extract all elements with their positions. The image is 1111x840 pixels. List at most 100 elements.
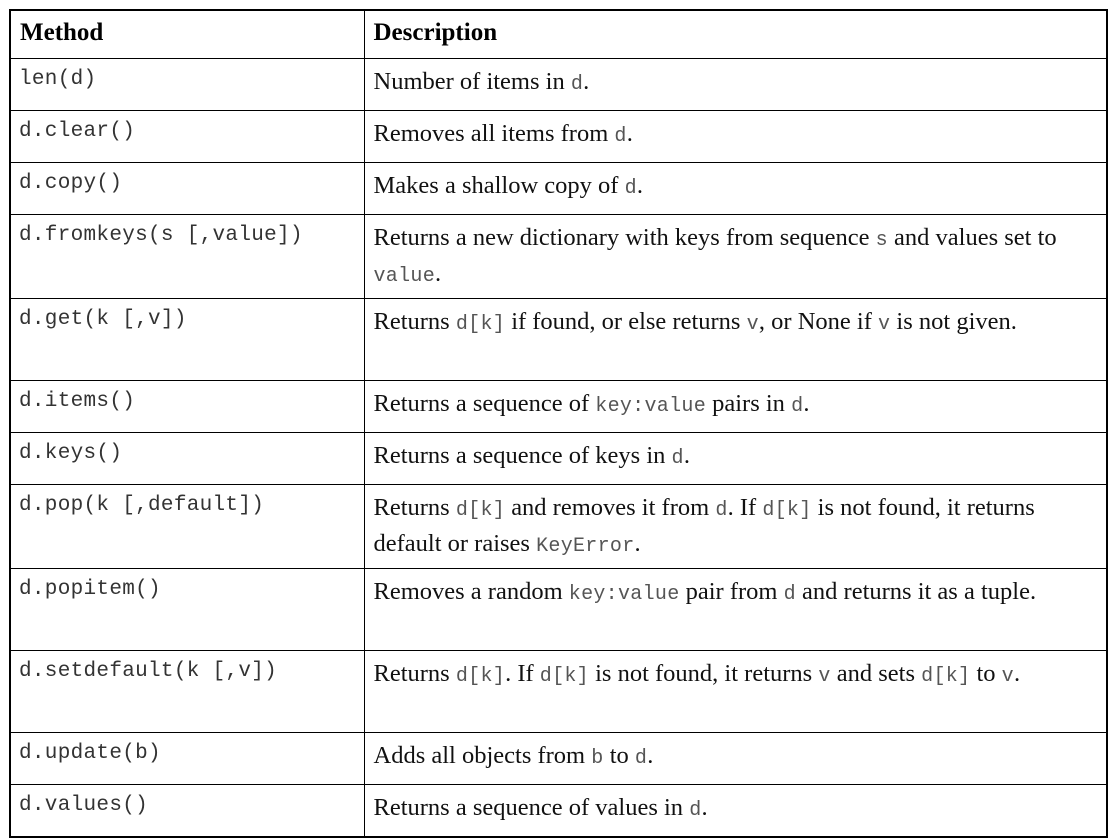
method-description: Returns d[k] and removes it from d. If d… (363, 484, 1108, 569)
inline-code: d (570, 73, 584, 96)
description-text: Returns a sequence of values in (373, 794, 690, 821)
method-column-header: Method (9, 9, 365, 59)
inline-code: s (875, 229, 888, 252)
description-text: . (1013, 660, 1021, 687)
inline-code: d (783, 583, 796, 606)
inline-code: v (818, 665, 831, 688)
description-text: . (636, 172, 644, 199)
description-text: Returns a new dictionary with keys from … (373, 224, 876, 251)
description-text: pairs in (706, 390, 792, 417)
table-row: d.clear() Removes all items from d. (9, 110, 1108, 163)
method-signature: len(d) (9, 58, 365, 111)
inline-code: d (634, 747, 648, 770)
inline-code: d[k] (762, 499, 812, 522)
description-text: . (626, 120, 633, 147)
inline-code: d (624, 177, 637, 200)
description-text: to (970, 660, 1002, 687)
description-text: . (647, 742, 654, 769)
method-signature: d.clear() (9, 110, 365, 163)
description-text: Returns (373, 308, 456, 335)
inline-code: d (715, 499, 728, 522)
method-description: Returns d[k]. If d[k] is not found, it r… (363, 650, 1108, 733)
table-row: d.keys() Returns a sequence of keys in d. (9, 432, 1108, 485)
description-text: Returns a sequence of (373, 390, 596, 417)
description-column-header: Description (363, 9, 1108, 59)
table-row: d.fromkeys(s [,value]) Returns a new dict… (9, 214, 1108, 299)
description-text: , or None if (758, 308, 878, 335)
inline-code: d[k] (455, 313, 506, 336)
table-row: d.popitem() Removes a random key:value pa… (9, 568, 1108, 651)
method-description: Makes a shallow copy of d. (363, 162, 1108, 215)
method-description: Returns a new dictionary with keys from … (363, 214, 1108, 299)
method-signature: d.update(b) (9, 732, 365, 785)
method-description: Removes a random key:value pair from d a… (363, 568, 1108, 651)
method-signature: d.keys() (9, 432, 365, 485)
method-description: Adds all objects from b to d. (363, 732, 1108, 785)
method-signature: d.get(k [,v]) (9, 298, 365, 381)
method-description: Returns a sequence of values in d. (363, 784, 1108, 837)
description-text: Returns (373, 494, 456, 521)
table-row: d.get(k [,v]) Returns d[k] if found, or e… (9, 298, 1108, 381)
method-signature: d.popitem() (9, 568, 365, 651)
table-row: d.setdefault(k [,v]) Returns d[k]. If d[k… (9, 650, 1108, 733)
description-text: pair from (679, 578, 784, 605)
description-text: Adds all objects from (373, 742, 592, 769)
description-text: Number of items in (373, 68, 571, 95)
description-text: if found, or else returns (505, 308, 747, 335)
inline-code: d[k] (921, 665, 971, 688)
description-text: is not found, it returns (588, 660, 819, 687)
description-text: . (683, 442, 690, 469)
table-row: d.values() Returns a sequence of values i… (9, 784, 1108, 837)
method-signature: d.fromkeys(s [,value]) (9, 214, 365, 299)
description-text: . (701, 794, 708, 821)
description-text: . If (727, 494, 763, 521)
description-text: . If (505, 660, 540, 687)
inline-code: v (746, 313, 759, 336)
method-description: Returns a sequence of key:value pairs in… (363, 380, 1108, 433)
description-text: and values set to (887, 224, 1057, 251)
inline-code: key:value (595, 395, 706, 418)
description-text: Returns (373, 660, 456, 687)
inline-code: v (877, 313, 891, 336)
table-row: d.update(b) Adds all objects from b to d. (9, 732, 1108, 785)
header-row: Method Description (9, 9, 1108, 59)
description-text: . (634, 530, 641, 557)
method-signature: d.items() (9, 380, 365, 433)
inline-code: d (614, 125, 627, 148)
method-signature: d.setdefault(k [,v]) (9, 650, 365, 733)
inline-code: d (689, 799, 702, 822)
description-text: and returns it as a tuple. (795, 578, 1037, 605)
method-description: Returns a sequence of keys in d. (363, 432, 1108, 485)
method-signature: d.values() (9, 784, 365, 837)
method-signature: d.pop(k [,default]) (9, 484, 365, 569)
inline-code: value (373, 265, 436, 288)
inline-code: d[k] (455, 665, 506, 688)
description-text: to (603, 742, 635, 769)
inline-code: key:value (568, 583, 680, 606)
description-text: Returns a sequence of keys in (373, 442, 672, 469)
table-row: d.items() Returns a sequence of key:value… (9, 380, 1108, 433)
inline-code: v (1001, 665, 1014, 688)
method-description: Number of items in d. (363, 58, 1108, 111)
inline-code: d (791, 395, 804, 418)
method-description: Removes all items from d. (363, 110, 1108, 163)
inline-code: d (671, 447, 684, 470)
description-text: . (435, 260, 442, 287)
description-text: and sets (830, 660, 922, 687)
description-text: and removes it from (505, 494, 716, 521)
inline-code: d[k] (539, 665, 589, 688)
description-text: . (583, 68, 590, 95)
dictionary-methods-table: Method Description len(d) Number of items… (9, 9, 1108, 838)
table-row: d.copy() Makes a shallow copy of d. (9, 162, 1108, 215)
inline-code: b (591, 747, 604, 770)
method-signature: d.copy() (9, 162, 365, 215)
description-text: Removes all items from (373, 120, 615, 147)
table-row: d.pop(k [,default]) Returns d[k] and remo… (9, 484, 1108, 569)
description-text: Makes a shallow copy of (373, 172, 625, 199)
inline-code: d[k] (455, 499, 506, 522)
description-text: . (803, 390, 810, 417)
inline-code: KeyError (536, 535, 635, 558)
description-text: is not given. (890, 308, 1017, 335)
description-text: is not found, it returns default or rais… (373, 494, 1035, 557)
table-row: len(d) Number of items in d. (9, 58, 1108, 111)
